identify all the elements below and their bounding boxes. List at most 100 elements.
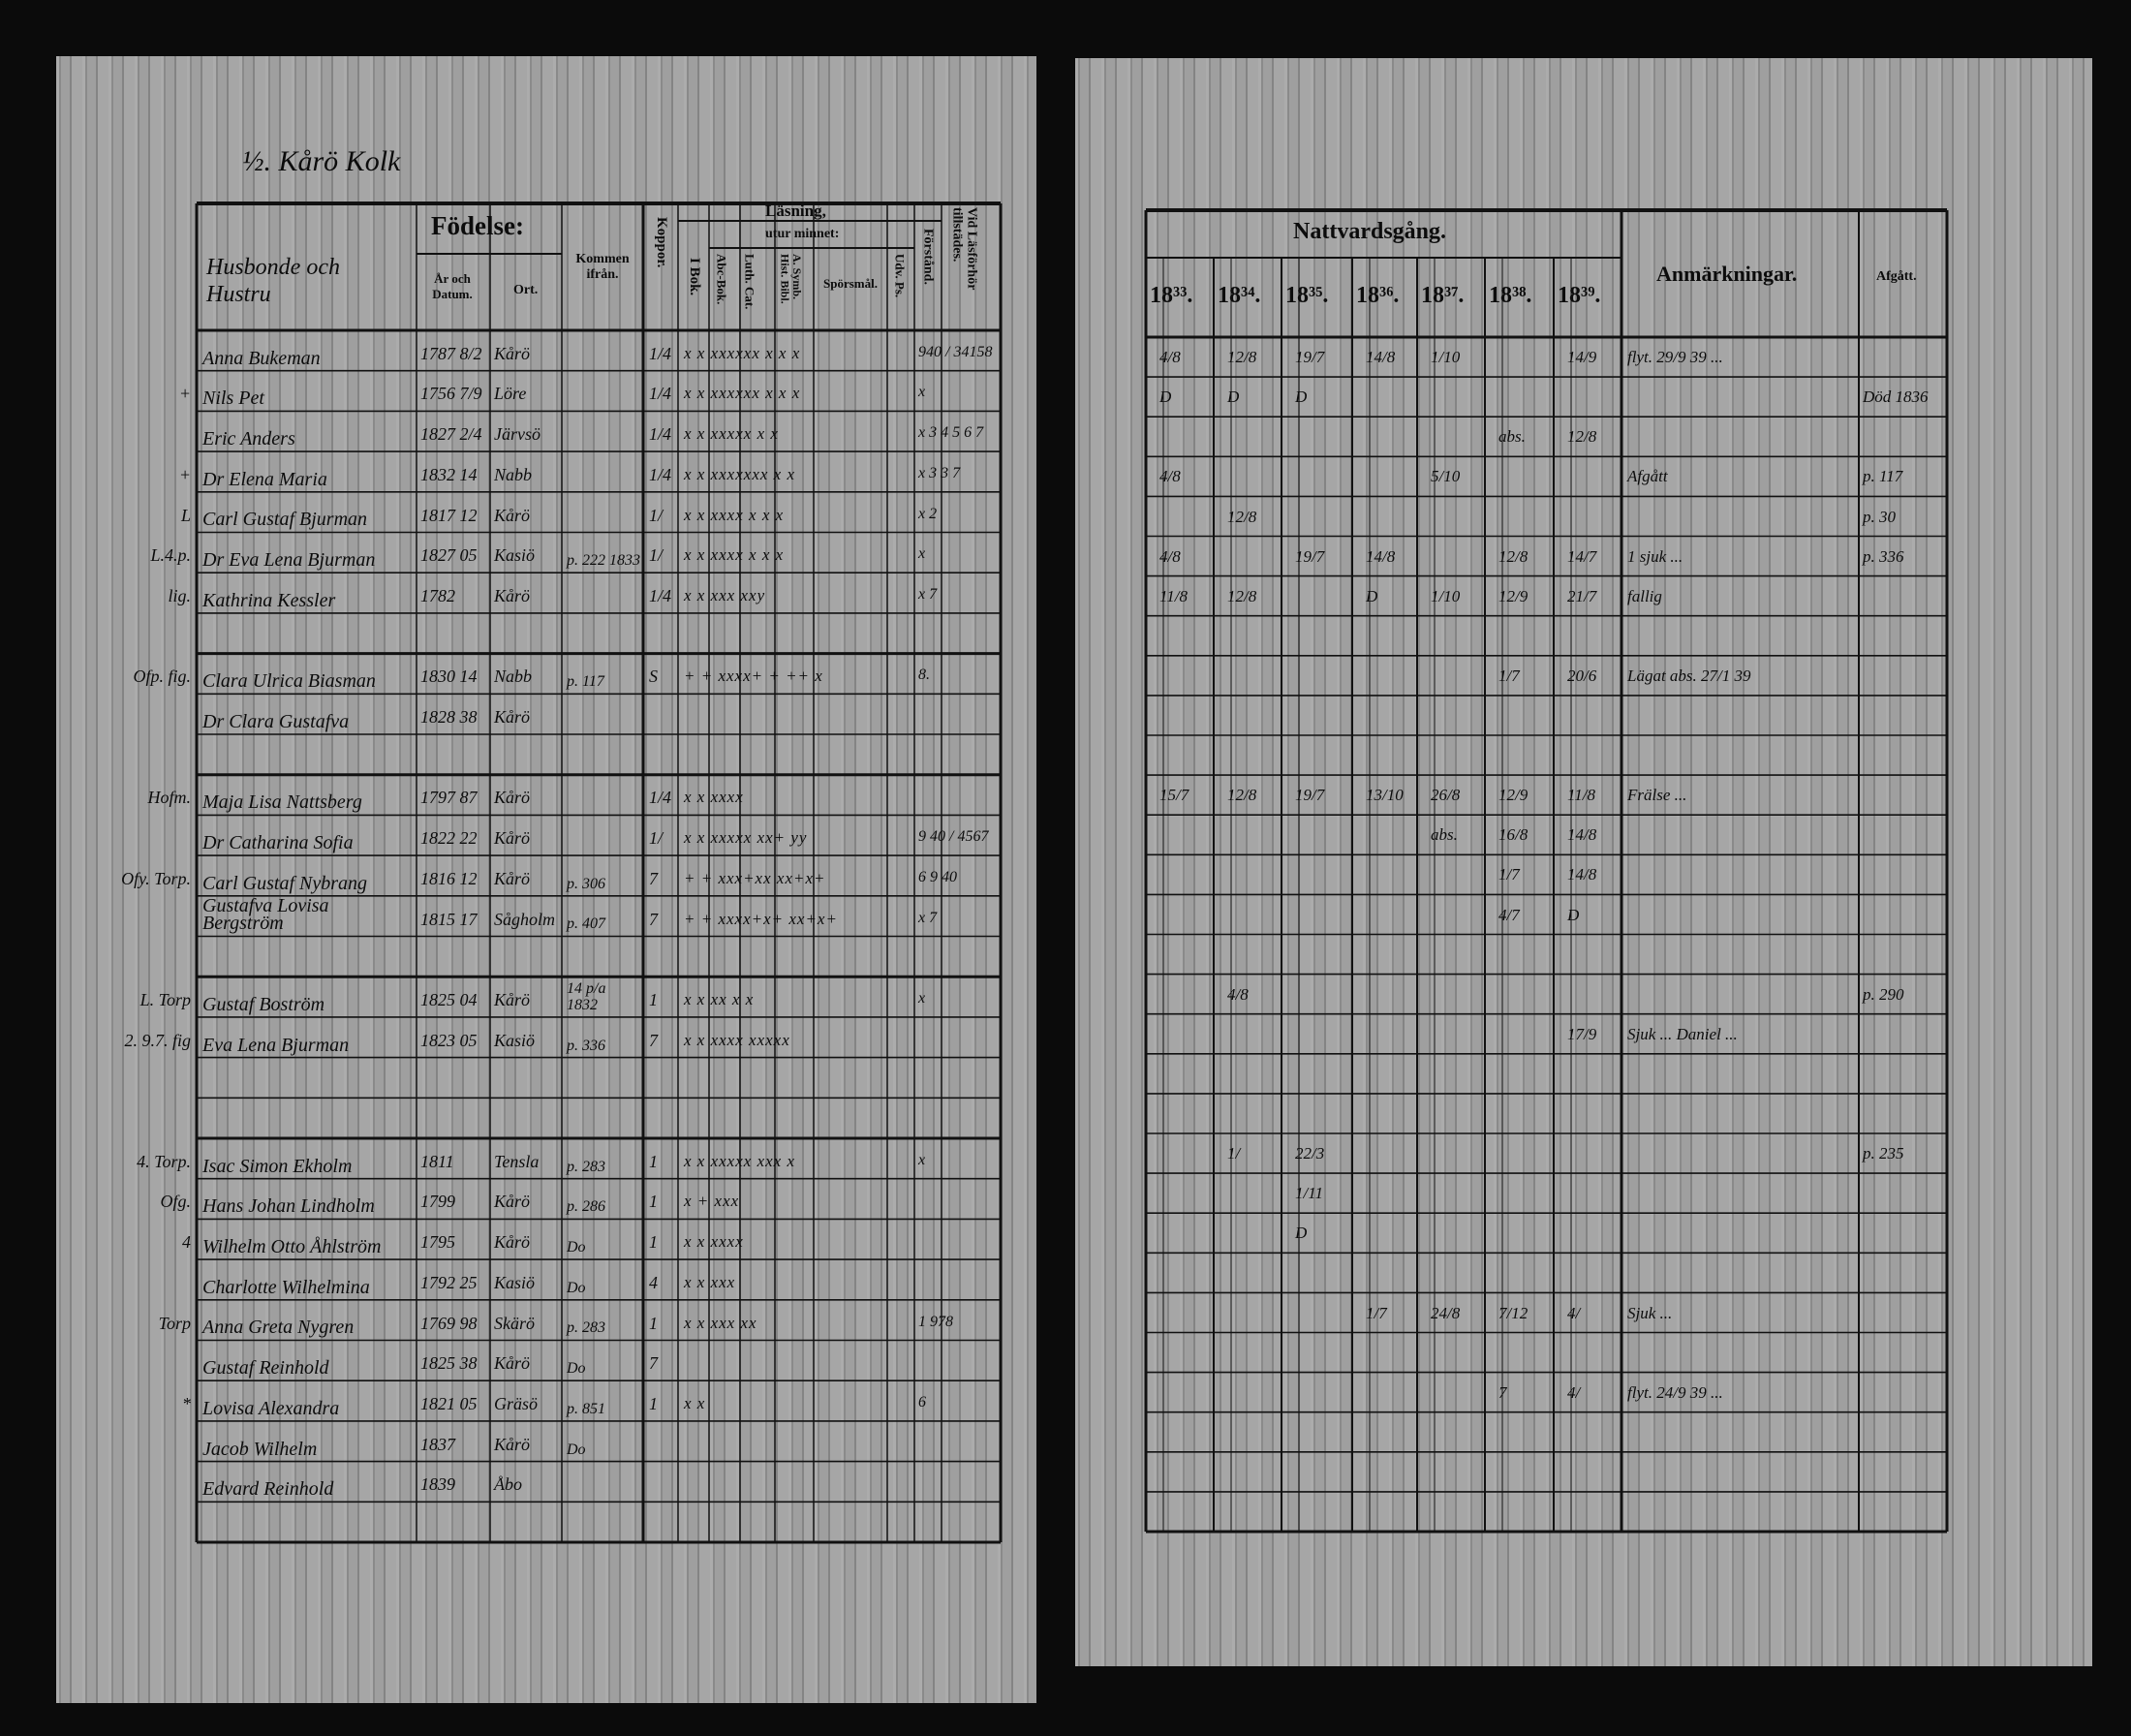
birth-place: Kårö xyxy=(494,343,531,363)
smallpox-mark: 1 xyxy=(649,1393,658,1413)
remark-text: fallig xyxy=(1627,586,1662,605)
communion-date: 7/12 xyxy=(1498,1303,1529,1322)
communion-date: D xyxy=(1366,586,1378,605)
person-name: Carl Gustaf Nybrang xyxy=(202,872,368,894)
reading-marks: + + xxxx+x+ xx+x+ xyxy=(684,909,838,928)
header-in-book: I Bok. xyxy=(686,258,702,296)
communion-date: 4/8 xyxy=(1159,348,1181,367)
reading-marks: + + xxx+xx xx+x+ xyxy=(684,868,826,887)
header-birth-year: År och Datum. xyxy=(432,271,473,301)
communion-date: 14/7 xyxy=(1567,546,1597,566)
header-birth: Födelse: xyxy=(431,211,524,240)
exam-marks: 940 / 34158 xyxy=(918,343,993,360)
birth-date: 1839 xyxy=(420,1474,455,1495)
person-name: Carl Gustaf Bjurman xyxy=(202,509,368,531)
header-came-from: Kommen ifrån. xyxy=(575,252,630,282)
birth-date: 1815 17 xyxy=(420,909,478,929)
row-mark: Torp xyxy=(158,1313,191,1333)
birth-date: 1828 38 xyxy=(420,707,478,727)
smallpox-mark: 7 xyxy=(649,909,658,929)
remark-text: 1 sjuk ... xyxy=(1627,546,1683,566)
birth-date: 1787 8/2 xyxy=(420,343,482,363)
birth-place: Kasiö xyxy=(494,1030,536,1050)
person-name: Kathrina Kessler xyxy=(202,589,336,611)
row-mark: L. Torp xyxy=(139,989,191,1009)
communion-date: 14/8 xyxy=(1567,865,1597,884)
communion-date: abs. xyxy=(1431,825,1458,845)
left-page: ½. Kårö Kolk Husbonde och Hustru Födelse: Å… xyxy=(56,56,1036,1703)
smallpox-mark: 1 xyxy=(649,1232,658,1253)
birth-place: Gräsö xyxy=(494,1393,539,1413)
smallpox-mark: 7 xyxy=(649,1030,658,1050)
person-name: Maja Lisa Nattsberg xyxy=(202,791,362,814)
reading-marks: x x xxxxxx x x x xyxy=(684,343,801,362)
exam-marks: x xyxy=(918,545,926,563)
exam-marks: 6 xyxy=(918,1393,926,1410)
person-name: Gustaf Reinhold xyxy=(202,1357,329,1380)
smallpox-mark: 7 xyxy=(649,868,658,888)
exam-marks: x 3 3 7 xyxy=(918,464,961,481)
reading-marks: x x xxx xx xyxy=(684,1313,757,1332)
departed-ref: p. 336 xyxy=(1863,546,1904,566)
birth-place: Skärö xyxy=(494,1313,535,1333)
reading-marks: x x xxxx xyxy=(684,1232,744,1252)
came-from: p. 851 xyxy=(567,1400,605,1417)
exam-marks: x 7 xyxy=(918,585,938,603)
remark-text: Afgått xyxy=(1627,467,1668,486)
communion-date: 24/8 xyxy=(1431,1303,1461,1322)
communion-date: 14/8 xyxy=(1567,825,1597,845)
header-by-heart: utur minnet: xyxy=(765,227,840,241)
person-name: Dr Elena Maria xyxy=(202,468,327,490)
row-mark: + xyxy=(178,464,191,484)
birth-place: Kårö xyxy=(494,868,531,888)
communion-date: 5/10 xyxy=(1431,467,1461,486)
person-name: Lovisa Alexandra xyxy=(202,1397,340,1419)
header-departed: Afgått. xyxy=(1876,269,1917,284)
person-name: Jacob Wilhelm xyxy=(202,1438,318,1460)
exam-marks: x xyxy=(918,989,926,1007)
row-mark: Ofg. xyxy=(160,1192,192,1212)
birth-place: Tensla xyxy=(494,1151,540,1171)
remark-text: flyt. 24/9 39 ... xyxy=(1627,1382,1723,1402)
remark-text: flyt. 29/9 39 ... xyxy=(1627,348,1723,367)
departed-ref: p. 290 xyxy=(1863,984,1904,1004)
header-year-1838: 18³⁸. xyxy=(1489,283,1532,308)
smallpox-mark: 1 xyxy=(649,989,658,1009)
person-name: Clara Ulrica Biasman xyxy=(202,670,376,693)
birth-place: Nabb xyxy=(494,464,533,484)
reading-marks: x x xxxxx xx+ yy xyxy=(684,828,808,848)
header-understanding: Förstånd. xyxy=(920,229,936,285)
birth-date: 1827 2/4 xyxy=(420,424,482,445)
birth-place: Nabb xyxy=(494,666,533,687)
person-name: Isac Simon Ekholm xyxy=(202,1155,353,1177)
communion-date: 1/10 xyxy=(1431,586,1461,605)
reading-marks: x x xyxy=(684,1393,706,1412)
reading-marks: x x xxxxxxx x x xyxy=(684,464,795,483)
reading-marks: x x xxxxxx x x x xyxy=(684,384,801,403)
remark-text: Sjuk ... xyxy=(1627,1303,1673,1322)
birth-place: Kårö xyxy=(494,1192,531,1212)
exam-marks: x xyxy=(918,384,926,401)
came-from xyxy=(567,696,640,730)
communion-date: 11/8 xyxy=(1159,586,1188,605)
reading-marks: x x xxxx xyxy=(684,788,744,807)
header-smallpox: Koppor. xyxy=(653,217,669,268)
birth-date: 1830 14 xyxy=(420,666,478,687)
communion-date: 26/8 xyxy=(1431,786,1461,805)
person-name: Edvard Reinhold xyxy=(202,1478,334,1501)
reading-marks: x x xxxx xxxxx xyxy=(684,1030,790,1049)
communion-date: 21/7 xyxy=(1567,586,1597,605)
communion-date: 4/ xyxy=(1567,1303,1581,1322)
exam-marks: 8. xyxy=(918,666,930,684)
came-from xyxy=(567,574,640,609)
reading-marks: x x xxxxx xxx x xyxy=(684,1151,795,1170)
departed-ref: p. 117 xyxy=(1863,467,1903,486)
communion-date: D xyxy=(1295,1224,1308,1243)
communion-date: 4/8 xyxy=(1159,546,1181,566)
smallpox-mark: 4 xyxy=(649,1272,658,1292)
smallpox-mark: 1/4 xyxy=(649,343,672,363)
smallpox-mark: 1/4 xyxy=(649,424,672,445)
exam-marks: x xyxy=(918,1151,926,1168)
row-mark: Hofm. xyxy=(147,788,192,808)
header-year-1837: 18³⁷. xyxy=(1421,283,1465,308)
